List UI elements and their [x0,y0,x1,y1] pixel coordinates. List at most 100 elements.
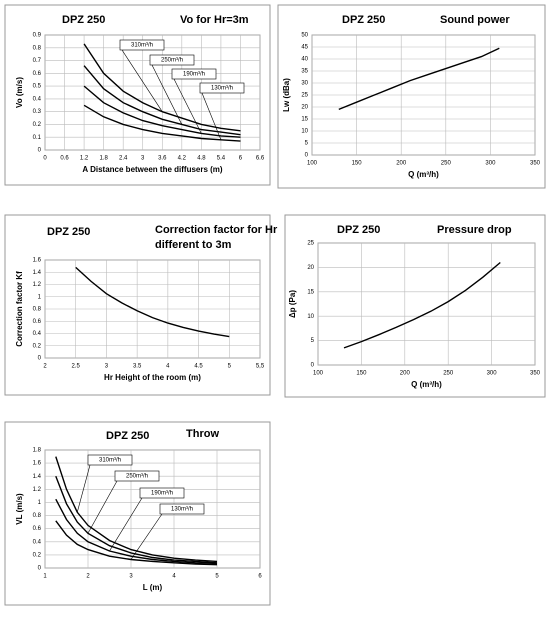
chart-title: DPZ 250 [62,14,105,26]
y-tick-label: 0.2 [33,552,42,558]
data-line [338,47,500,111]
y-axis-label: Correction factor Kf [15,271,24,347]
y-tick-label: 0.4 [33,539,42,545]
series-label-box [87,454,133,466]
x-tick-label: 1 [43,574,47,580]
leader-line [130,513,163,560]
chart-subtitle: Throw [186,428,219,440]
x-tick-label: 5 [228,364,232,370]
y-tick-label: 20 [307,265,314,271]
y-tick-label: 1.8 [33,448,42,454]
series-label: 190m³/h [151,491,173,497]
y-tick-label: 0.2 [33,122,42,128]
y-axis-label: Lw (dBa) [282,78,291,112]
x-tick-label: 6 [239,156,243,162]
y-tick-label: 20 [301,105,308,111]
x-tick-label: 100 [307,161,318,167]
y-tick-label: 25 [307,241,314,247]
x-tick-label: 1.2 [80,156,89,162]
y-tick-label: 5 [305,141,309,147]
leader-line [121,49,163,112]
x-tick-label: 300 [487,371,498,377]
chart-title: DPZ 250 [342,14,385,26]
y-tick-label: 1 [38,294,42,300]
y-tick-label: 25 [301,93,308,99]
y-tick-label: 45 [301,45,308,51]
x-tick-label: 350 [530,371,541,377]
chart-subtitle: different to 3m [155,239,232,251]
leader-line [201,92,222,140]
y-tick-label: 0.2 [33,343,42,349]
y-tick-label: 0 [38,148,42,154]
x-tick-label: 350 [530,161,541,167]
chart-title: DPZ 250 [47,226,90,238]
x-tick-label: 4.5 [194,364,203,370]
x-tick-label: 6 [258,574,262,580]
y-tick-label: 30 [301,81,308,87]
y-tick-label: 5 [311,338,315,344]
y-tick-label: 40 [301,57,308,63]
x-tick-label: 150 [356,371,367,377]
x-tick-label: 5 [215,574,219,580]
series-label-box [199,82,245,94]
y-tick-label: 35 [301,69,308,75]
x-axis-label: A Distance between the diffusers (m) [82,165,223,174]
plot-area [44,449,261,569]
x-tick-label: 2 [43,364,47,370]
data-line [55,498,218,565]
y-tick-label: 0 [311,363,315,369]
y-tick-label: 0.9 [33,33,42,39]
x-tick-label: 2.4 [119,156,128,162]
series-label-box [139,487,185,499]
data-line [55,456,218,563]
data-line [55,520,218,566]
data-line [343,261,501,349]
y-tick-label: 10 [307,314,314,320]
data-line [75,266,230,338]
chart-subtitle: Correction factor for Hr [155,224,278,236]
y-tick-label: 0 [305,153,309,159]
series-label-box [114,470,160,482]
y-tick-label: 15 [301,117,308,123]
y-tick-label: 15 [307,289,314,295]
y-tick-label: 0.6 [33,319,42,325]
y-tick-label: 0 [38,356,42,362]
x-axis-label: L (m) [143,583,163,592]
x-tick-label: 5,5 [256,364,265,370]
y-tick-label: 1.2 [33,487,42,493]
x-tick-label: 6.6 [256,156,265,162]
chart-title: DPZ 250 [337,224,380,236]
x-tick-label: 2.5 [72,364,81,370]
x-tick-label: 5.4 [217,156,226,162]
y-tick-label: 0.8 [33,45,42,51]
x-tick-label: 4.2 [178,156,187,162]
leader-line [151,64,183,125]
y-tick-label: 0.6 [33,526,42,532]
x-tick-label: 300 [485,161,496,167]
x-tick-label: 1.8 [99,156,108,162]
y-tick-label: 0.5 [33,84,42,90]
x-tick-label: 2 [86,574,90,580]
chart-title: DPZ 250 [106,430,149,442]
chart-subtitle: Pressure drop [437,224,512,236]
series-label-box [171,68,217,80]
x-tick-label: 250 [441,161,452,167]
x-tick-label: 3 [129,574,133,580]
y-tick-label: 0.1 [33,135,42,141]
y-tick-label: 0.4 [33,96,42,102]
x-tick-label: 250 [443,371,454,377]
data-line [83,65,241,136]
x-tick-label: 0.6 [60,156,69,162]
y-tick-label: 1.6 [33,258,42,264]
series-label-box [119,39,165,51]
y-tick-label: 1 [38,500,42,506]
series-label: 250m³/h [126,474,148,480]
y-tick-label: 1.4 [33,270,42,276]
data-line [83,43,241,132]
leader-line [76,464,91,513]
y-tick-label: 1.6 [33,461,42,467]
series-label: 190m³/h [183,72,205,78]
data-line [55,475,218,564]
x-tick-label: 100 [313,371,324,377]
